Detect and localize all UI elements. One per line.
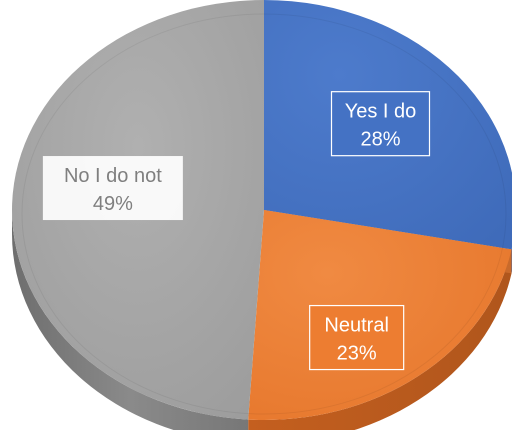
data-label-box-neutral bbox=[309, 304, 405, 371]
pie-labels: Yes I do 28% Neutral 23% No I do not 49% bbox=[42, 91, 431, 371]
data-label-box-yes bbox=[330, 91, 431, 157]
data-label-box-no bbox=[42, 156, 183, 221]
data-label-neutral: Neutral 23% bbox=[309, 304, 405, 371]
data-label-value-neutral: 23% bbox=[337, 343, 377, 365]
data-label-name-yes: Yes I do bbox=[345, 101, 417, 123]
data-label-name-no: No I do not bbox=[64, 165, 162, 187]
data-label-yes: Yes I do 28% bbox=[330, 91, 431, 157]
pie-bevel-ring bbox=[21, 13, 507, 415]
data-label-value-yes: 28% bbox=[360, 129, 400, 151]
data-label-no: No I do not 49% bbox=[42, 156, 183, 221]
data-label-value-no: 49% bbox=[93, 193, 133, 215]
data-label-name-neutral: Neutral bbox=[324, 315, 388, 337]
